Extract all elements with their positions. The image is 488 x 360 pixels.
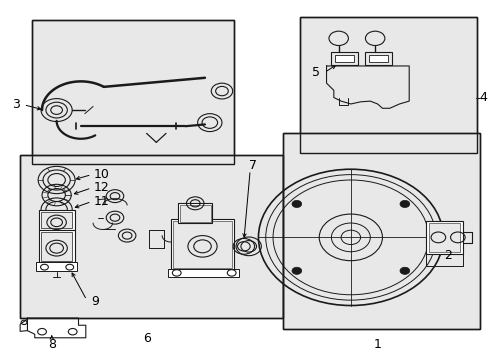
Text: 7: 7 (248, 159, 256, 172)
Text: 11: 11 (94, 195, 110, 208)
Bar (426, 221, 462, 253)
Bar (41, 212, 72, 228)
Bar (365, 51, 391, 65)
Bar (20, 155, 282, 318)
Bar (368, 55, 387, 62)
Bar (282, 134, 479, 329)
Circle shape (399, 201, 409, 207)
Bar (39, 230, 75, 262)
Bar (173, 221, 231, 268)
Text: 4: 4 (479, 91, 487, 104)
Text: 12: 12 (94, 181, 110, 194)
Bar (168, 269, 239, 277)
Bar (299, 17, 476, 153)
Text: 3: 3 (12, 98, 20, 111)
Bar (179, 205, 210, 222)
Circle shape (291, 267, 301, 274)
Bar (20, 155, 282, 318)
Bar (282, 134, 479, 329)
Circle shape (291, 201, 301, 207)
Text: 10: 10 (94, 168, 110, 181)
Bar (335, 55, 353, 62)
Bar (39, 211, 75, 230)
Bar (32, 21, 234, 164)
Bar (178, 203, 212, 223)
Bar (428, 223, 459, 252)
Circle shape (399, 267, 409, 274)
Text: 5: 5 (311, 66, 319, 79)
Bar (32, 21, 234, 164)
Text: 6: 6 (142, 332, 150, 345)
Bar (299, 17, 476, 153)
Bar (41, 232, 72, 261)
Bar (331, 51, 357, 65)
Bar (36, 262, 77, 271)
Text: 1: 1 (373, 338, 381, 351)
Text: 2: 2 (443, 249, 451, 262)
Text: 9: 9 (91, 296, 99, 309)
Text: 8: 8 (48, 338, 56, 351)
Bar (171, 220, 234, 270)
